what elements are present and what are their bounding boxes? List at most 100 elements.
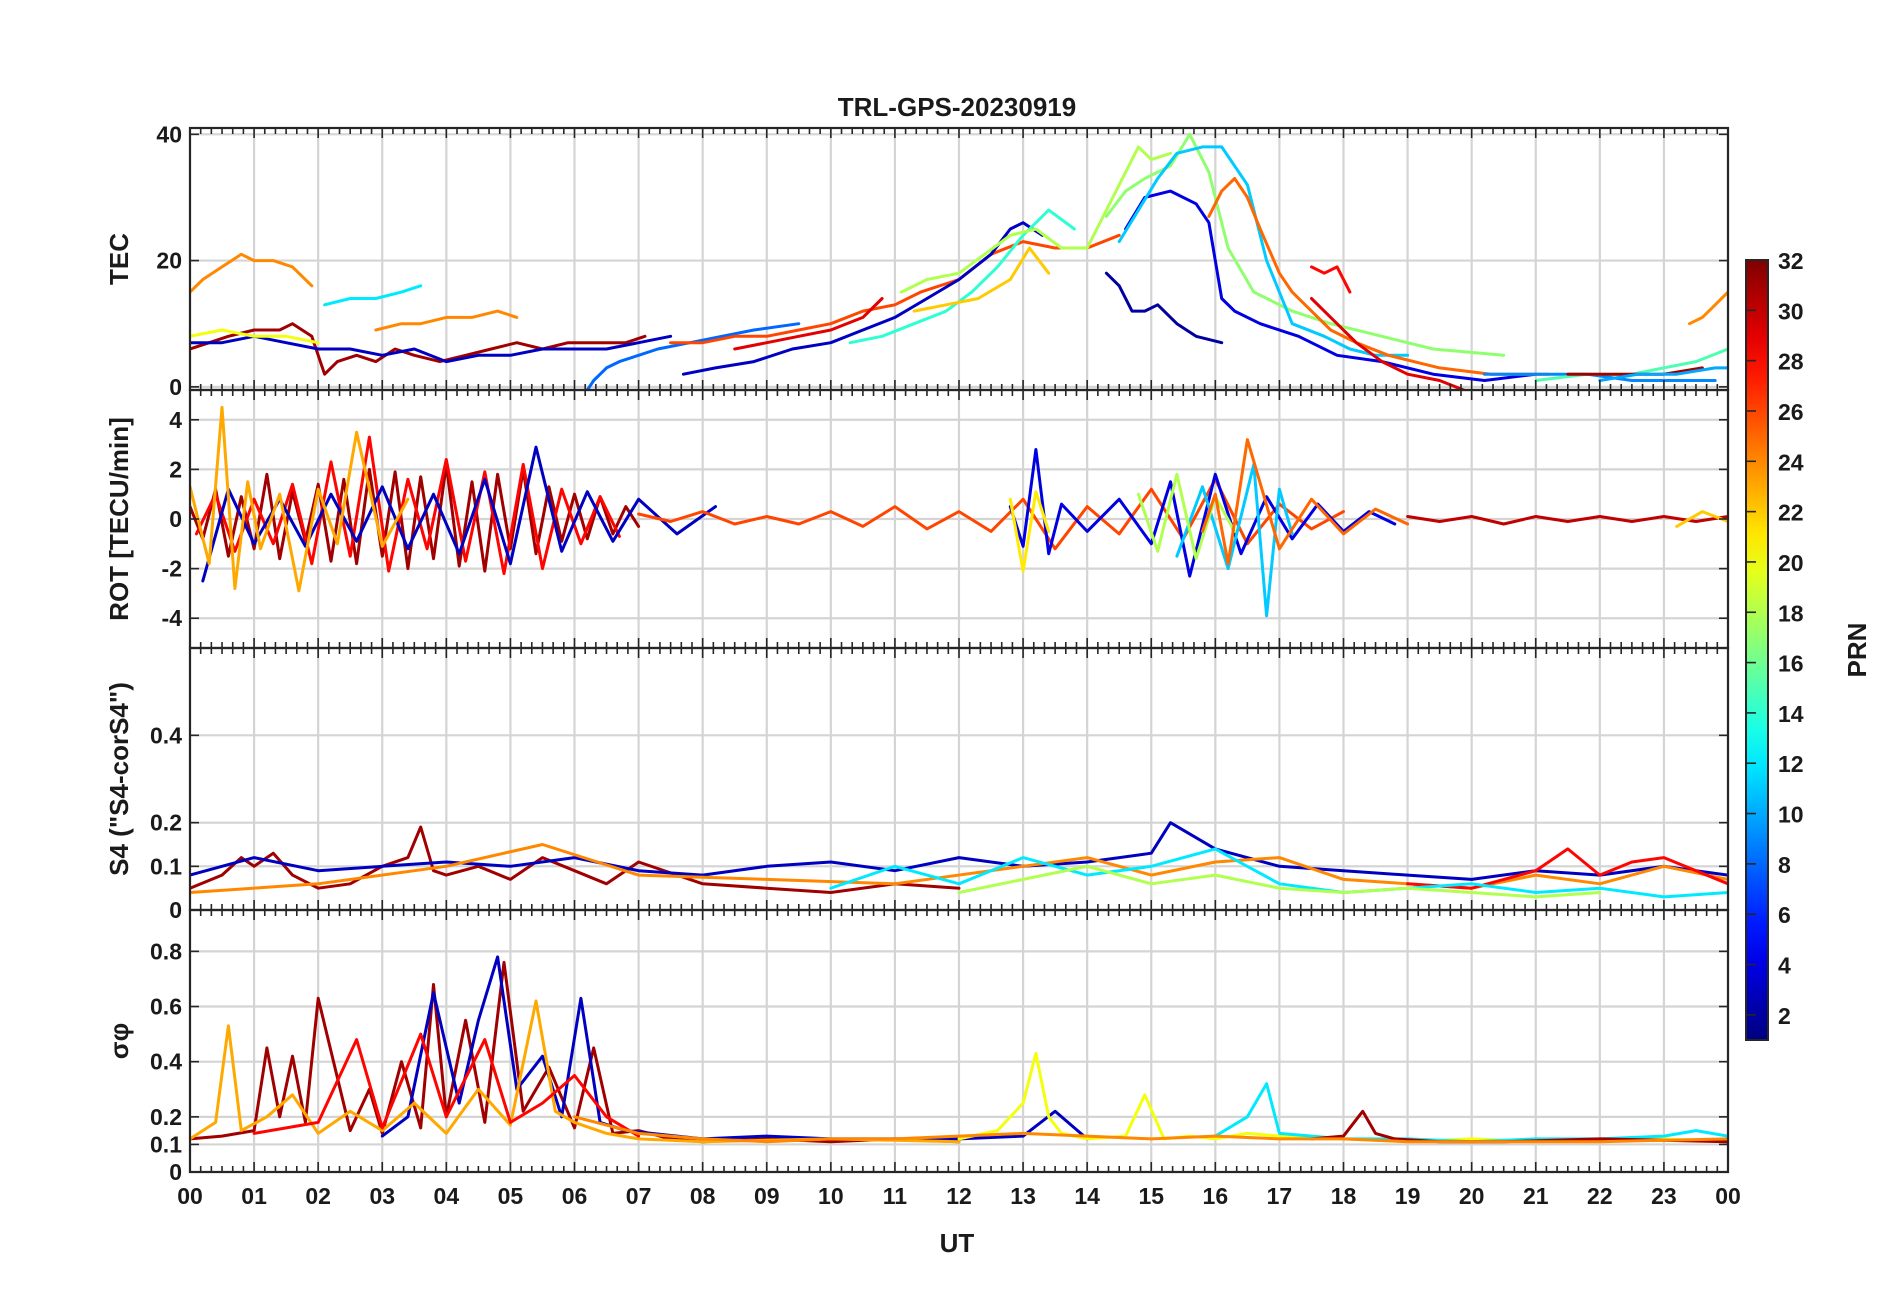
y-tick-label: 0.2 bbox=[150, 810, 182, 836]
series-prn-20 bbox=[190, 328, 320, 345]
series-prn-22 bbox=[912, 246, 1051, 313]
x-tick-label: 02 bbox=[305, 1183, 331, 1209]
x-tick-label: 12 bbox=[946, 1183, 972, 1209]
x-tick-label: 22 bbox=[1587, 1183, 1613, 1209]
series-prn-28 bbox=[252, 1032, 641, 1138]
x-tick-label: 01 bbox=[241, 1183, 267, 1209]
series-prn-31 bbox=[190, 462, 641, 573]
colorbar-tick-label: 4 bbox=[1778, 953, 1791, 979]
sigma-phi-axis-label: σφ bbox=[104, 1023, 134, 1059]
series-prn-14 bbox=[848, 208, 1076, 345]
chart-title: TRL-GPS-20230919 bbox=[838, 92, 1076, 122]
x-tick-label: 00 bbox=[177, 1183, 203, 1209]
series-prn-24 bbox=[1688, 290, 1728, 326]
x-tick-label: 05 bbox=[498, 1183, 524, 1209]
series-prn-18 bbox=[899, 145, 1172, 294]
y-tick-label: 0.4 bbox=[150, 722, 182, 748]
series-prn-28 bbox=[1310, 265, 1352, 294]
series-prn-8 bbox=[585, 322, 801, 390]
y-tick-label: 0.1 bbox=[150, 853, 182, 879]
x-tick-label: 19 bbox=[1395, 1183, 1421, 1209]
x-tick-label: 16 bbox=[1203, 1183, 1229, 1209]
x-tick-label: 23 bbox=[1651, 1183, 1677, 1209]
series-group bbox=[190, 405, 1728, 618]
series-prn-29 bbox=[1310, 297, 1468, 390]
colorbar-tick-label: 16 bbox=[1778, 651, 1804, 677]
x-tick-label: 15 bbox=[1138, 1183, 1164, 1209]
series-prn-25 bbox=[1207, 177, 1551, 376]
x-tick-labels: 00 01 02 03 04 05 06 07 08 09 10 11 12 13 14 15 16 17 18 19… bbox=[177, 1183, 1741, 1209]
x-tick-label: 06 bbox=[562, 1183, 588, 1209]
rot-panel: -4 -2 0 2 4 ROT [TECU/min] bbox=[104, 388, 1730, 650]
series-prn-18 bbox=[957, 864, 1602, 899]
series-prn-26 bbox=[669, 233, 1121, 345]
series-prn-11 bbox=[1117, 145, 1410, 357]
series-prn-23 bbox=[190, 999, 961, 1144]
colorbar-tick-label: 30 bbox=[1778, 298, 1804, 324]
series-prn-24 bbox=[190, 252, 314, 294]
y-tick-label: 0.1 bbox=[150, 1131, 182, 1157]
colorbar-tick-label: 14 bbox=[1778, 701, 1804, 727]
y-tick-label: 0 bbox=[169, 374, 182, 400]
x-tick-label: 00 bbox=[1715, 1183, 1741, 1209]
y-tick-label: 20 bbox=[156, 248, 182, 274]
x-tick-label: 10 bbox=[818, 1183, 844, 1209]
y-tick-label: 0.4 bbox=[150, 1049, 182, 1075]
x-tick-label: 20 bbox=[1459, 1183, 1485, 1209]
colorbar-tick-label: 6 bbox=[1778, 902, 1791, 928]
colorbar-tick-label: 2 bbox=[1778, 1003, 1791, 1029]
series-prn-30 bbox=[1406, 515, 1728, 526]
x-tick-label: 03 bbox=[369, 1183, 395, 1209]
series-prn-4 bbox=[1124, 189, 1538, 382]
x-tick-label: 13 bbox=[1010, 1183, 1036, 1209]
series-prn-17 bbox=[1104, 132, 1506, 357]
series-prn-3 bbox=[681, 221, 1044, 376]
series-group bbox=[190, 955, 1728, 1144]
series-prn-25 bbox=[1201, 438, 1410, 566]
series-prn-31 bbox=[1310, 1109, 1728, 1144]
grid bbox=[188, 390, 1730, 648]
y-tick-label: -2 bbox=[162, 556, 182, 582]
series-prn-29 bbox=[733, 297, 884, 351]
s4-panel: 0 0.1 0.2 0.4 S4 ("S4-corS4") bbox=[104, 646, 1730, 923]
x-tick-label: 08 bbox=[690, 1183, 716, 1209]
colorbar-tick-label: 22 bbox=[1778, 500, 1804, 526]
colorbar-tick-label: 26 bbox=[1778, 399, 1804, 425]
x-tick-label: 11 bbox=[883, 1183, 908, 1209]
y-tick-label: 0 bbox=[169, 1159, 182, 1185]
series-prn-10 bbox=[1598, 366, 1728, 382]
x-tick-label: 04 bbox=[434, 1183, 460, 1209]
y-tick-label: 0.2 bbox=[150, 1104, 182, 1130]
y-tick-label: 40 bbox=[156, 121, 182, 147]
tec-panel: 0 20 40 TEC bbox=[104, 121, 1730, 400]
series-prn-12 bbox=[829, 847, 1728, 899]
colorbar-tick-label: 20 bbox=[1778, 550, 1804, 576]
colorbar-tick-label: 18 bbox=[1778, 600, 1804, 626]
series-prn-24 bbox=[190, 843, 1728, 894]
colorbar-tick-label: 32 bbox=[1778, 248, 1804, 274]
colorbar-tick-label: 8 bbox=[1778, 852, 1791, 878]
colorbar-tick-label: 12 bbox=[1778, 751, 1804, 777]
colorbar-tick-label: 24 bbox=[1778, 449, 1804, 475]
y-tick-labels: -4 -2 0 2 4 bbox=[162, 407, 183, 631]
series-prn-12 bbox=[323, 284, 423, 307]
s4-axis-label: S4 ("S4-corS4") bbox=[104, 682, 134, 876]
y-tick-labels: 0 0.1 0.2 0.4 bbox=[150, 722, 182, 923]
rot-axis-label: ROT [TECU/min] bbox=[104, 417, 134, 621]
y-tick-label: -4 bbox=[162, 605, 183, 631]
series-prn-24 bbox=[573, 1115, 1728, 1144]
grid bbox=[188, 910, 1730, 1174]
y-tick-labels: 0 20 40 bbox=[156, 121, 182, 400]
x-tick-label: 17 bbox=[1267, 1183, 1293, 1209]
series-prn-3 bbox=[190, 334, 673, 364]
tec-axis-label: TEC bbox=[104, 233, 134, 285]
y-tick-label: 0.6 bbox=[150, 994, 182, 1020]
series-prn-31 bbox=[190, 322, 647, 376]
y-tick-label: 2 bbox=[169, 456, 182, 482]
x-tick-label: 07 bbox=[626, 1183, 652, 1209]
colorbar-gradient bbox=[1745, 259, 1769, 1041]
